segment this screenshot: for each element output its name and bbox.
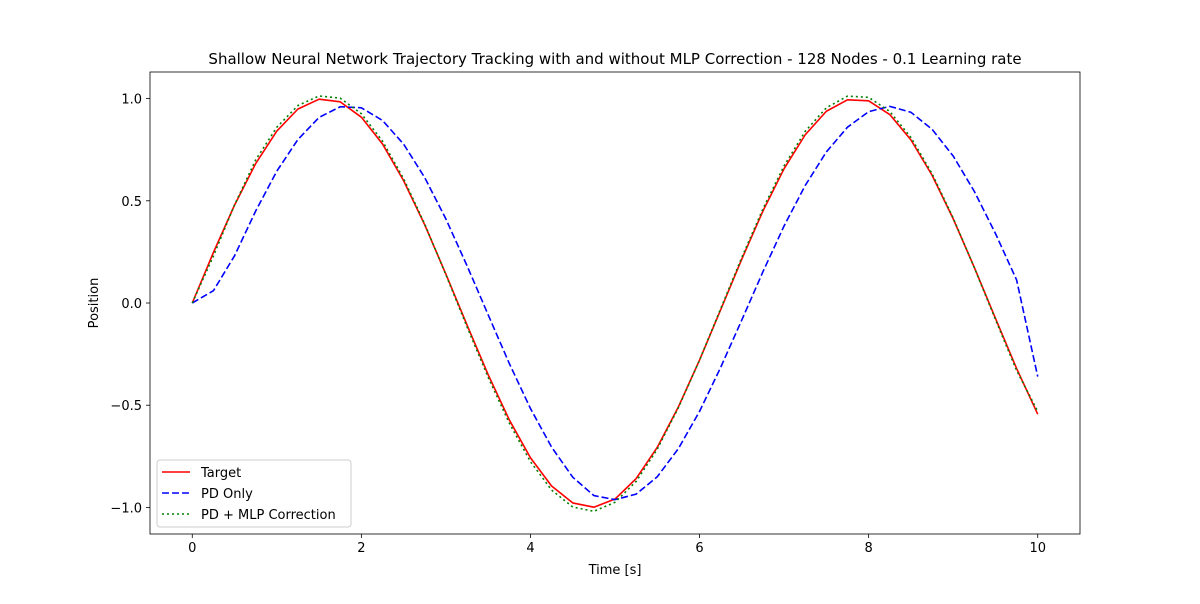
x-axis-ticks: 0 2 4 6 8 10 [188, 534, 1046, 556]
x-tick-label: 8 [864, 541, 872, 556]
plot-area-frame [149, 71, 1081, 535]
y-tick-label: −0.5 [110, 399, 142, 414]
y-tick-label: 1.0 [121, 93, 142, 108]
series-line-pd-mlp-correction [191, 95, 1039, 513]
series-layer [191, 95, 1039, 513]
y-axis-label: Position [87, 278, 102, 329]
y-axis-ticks: −1.0 −0.5 0.0 0.5 1.0 [110, 93, 150, 516]
x-tick-label: 2 [357, 541, 365, 556]
y-tick-label: 0.0 [121, 297, 142, 312]
y-tick-label: 0.5 [121, 195, 142, 210]
legend-label: Target [200, 466, 241, 481]
legend-label: PD + MLP Correction [201, 508, 336, 523]
y-tick-label: −1.0 [110, 501, 142, 516]
x-tick-label: 0 [188, 541, 196, 556]
legend-box [156, 459, 352, 528]
x-axis-label: Time [s] [588, 563, 642, 578]
legend: Target PD Only PD + MLP Correction [156, 459, 352, 528]
legend-label: PD Only [201, 487, 253, 502]
series-line-pd-only [191, 105, 1039, 501]
chart-title: Shallow Neural Network Trajectory Tracki… [208, 50, 1021, 68]
x-tick-label: 4 [526, 541, 534, 556]
x-tick-label: 10 [1029, 541, 1046, 556]
x-tick-label: 6 [695, 541, 703, 556]
